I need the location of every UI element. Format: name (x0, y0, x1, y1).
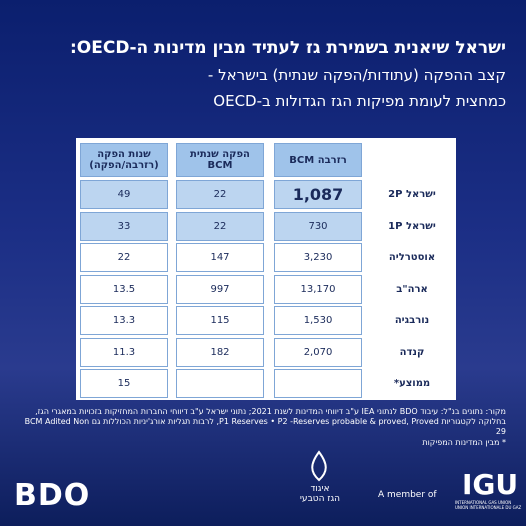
table-cell: 22 (176, 180, 264, 209)
header-corner (372, 143, 452, 177)
igu-logo: IGU (462, 468, 519, 501)
table-cell (176, 369, 264, 398)
table-cell: 3,230 (274, 243, 362, 272)
row-label: קנדה (372, 337, 452, 367)
title: ישראל שיאנית בשמירת גז לעתיד מבין מדינות… (69, 38, 506, 58)
igu-sub-line: INTERNATIONAL GAS UNION (455, 500, 512, 505)
table-cell: 33 (80, 211, 168, 241)
table-cell: 2,070 (274, 337, 362, 367)
row-label: ממוצע* (372, 369, 452, 398)
row-label: ישראל 1P (372, 211, 452, 241)
table-cell: 1,530 (274, 306, 362, 335)
row-label: ישראל 2P (372, 180, 452, 209)
table-cell: 22 (176, 211, 264, 241)
source: מקור: נתונים בנ"ל: עיבוד BDO לנתוני IEA … (24, 407, 506, 436)
table-cell: 730 (274, 211, 362, 241)
table-cell: 997 (176, 274, 264, 304)
association-line: איגוד (310, 484, 330, 494)
row-label: נורבגיה (372, 306, 452, 335)
column-header: רזרבה BCM (274, 143, 362, 177)
column-header: שנות הפקה (רזרבה/הפקה) (80, 143, 168, 177)
subtitle: כמחצית לעומת מפיקות הגז הגדולות ב-OECD (213, 92, 506, 110)
member-text: A member of (378, 490, 437, 500)
table-cell: 15 (80, 369, 168, 398)
flame-icon (311, 450, 327, 482)
table-cell (274, 369, 362, 398)
table-cell: 11.3 (80, 337, 168, 367)
table: רזרבה BCM הפקה שנתית BCM שנות הפקה (רזרבה/… (76, 138, 456, 400)
association: איגוד הגז הטבעי (296, 484, 344, 504)
column-header: הפקה שנתית BCM (176, 143, 264, 177)
igu-sub: INTERNATIONAL GAS UNION UNION INTERNATION… (455, 500, 521, 510)
table-cell: 147 (176, 243, 264, 272)
table-cell: 13,170 (274, 274, 362, 304)
table-cell: 1,087 (274, 180, 362, 209)
table-cell: 115 (176, 306, 264, 335)
table-cell: 182 (176, 337, 264, 367)
table-cell: 49 (80, 180, 168, 209)
table-cell: 13.3 (80, 306, 168, 335)
table-cell: 13.5 (80, 274, 168, 304)
bdo-logo: BDO (14, 478, 91, 513)
association-line: הגז הטבעי (299, 494, 341, 504)
table-cell: 22 (80, 243, 168, 272)
subtitle: קצב ההפקה (עתודות/הפקה שנתית) בישראל - (207, 66, 506, 84)
row-label: ארה"ב (372, 274, 452, 304)
row-label: אוסטרליה (372, 243, 452, 272)
note: * מבין המדינות המפיקות (422, 438, 506, 447)
igu-sub-line: UNION INTERNATIONALE DU GAZ (455, 505, 522, 510)
